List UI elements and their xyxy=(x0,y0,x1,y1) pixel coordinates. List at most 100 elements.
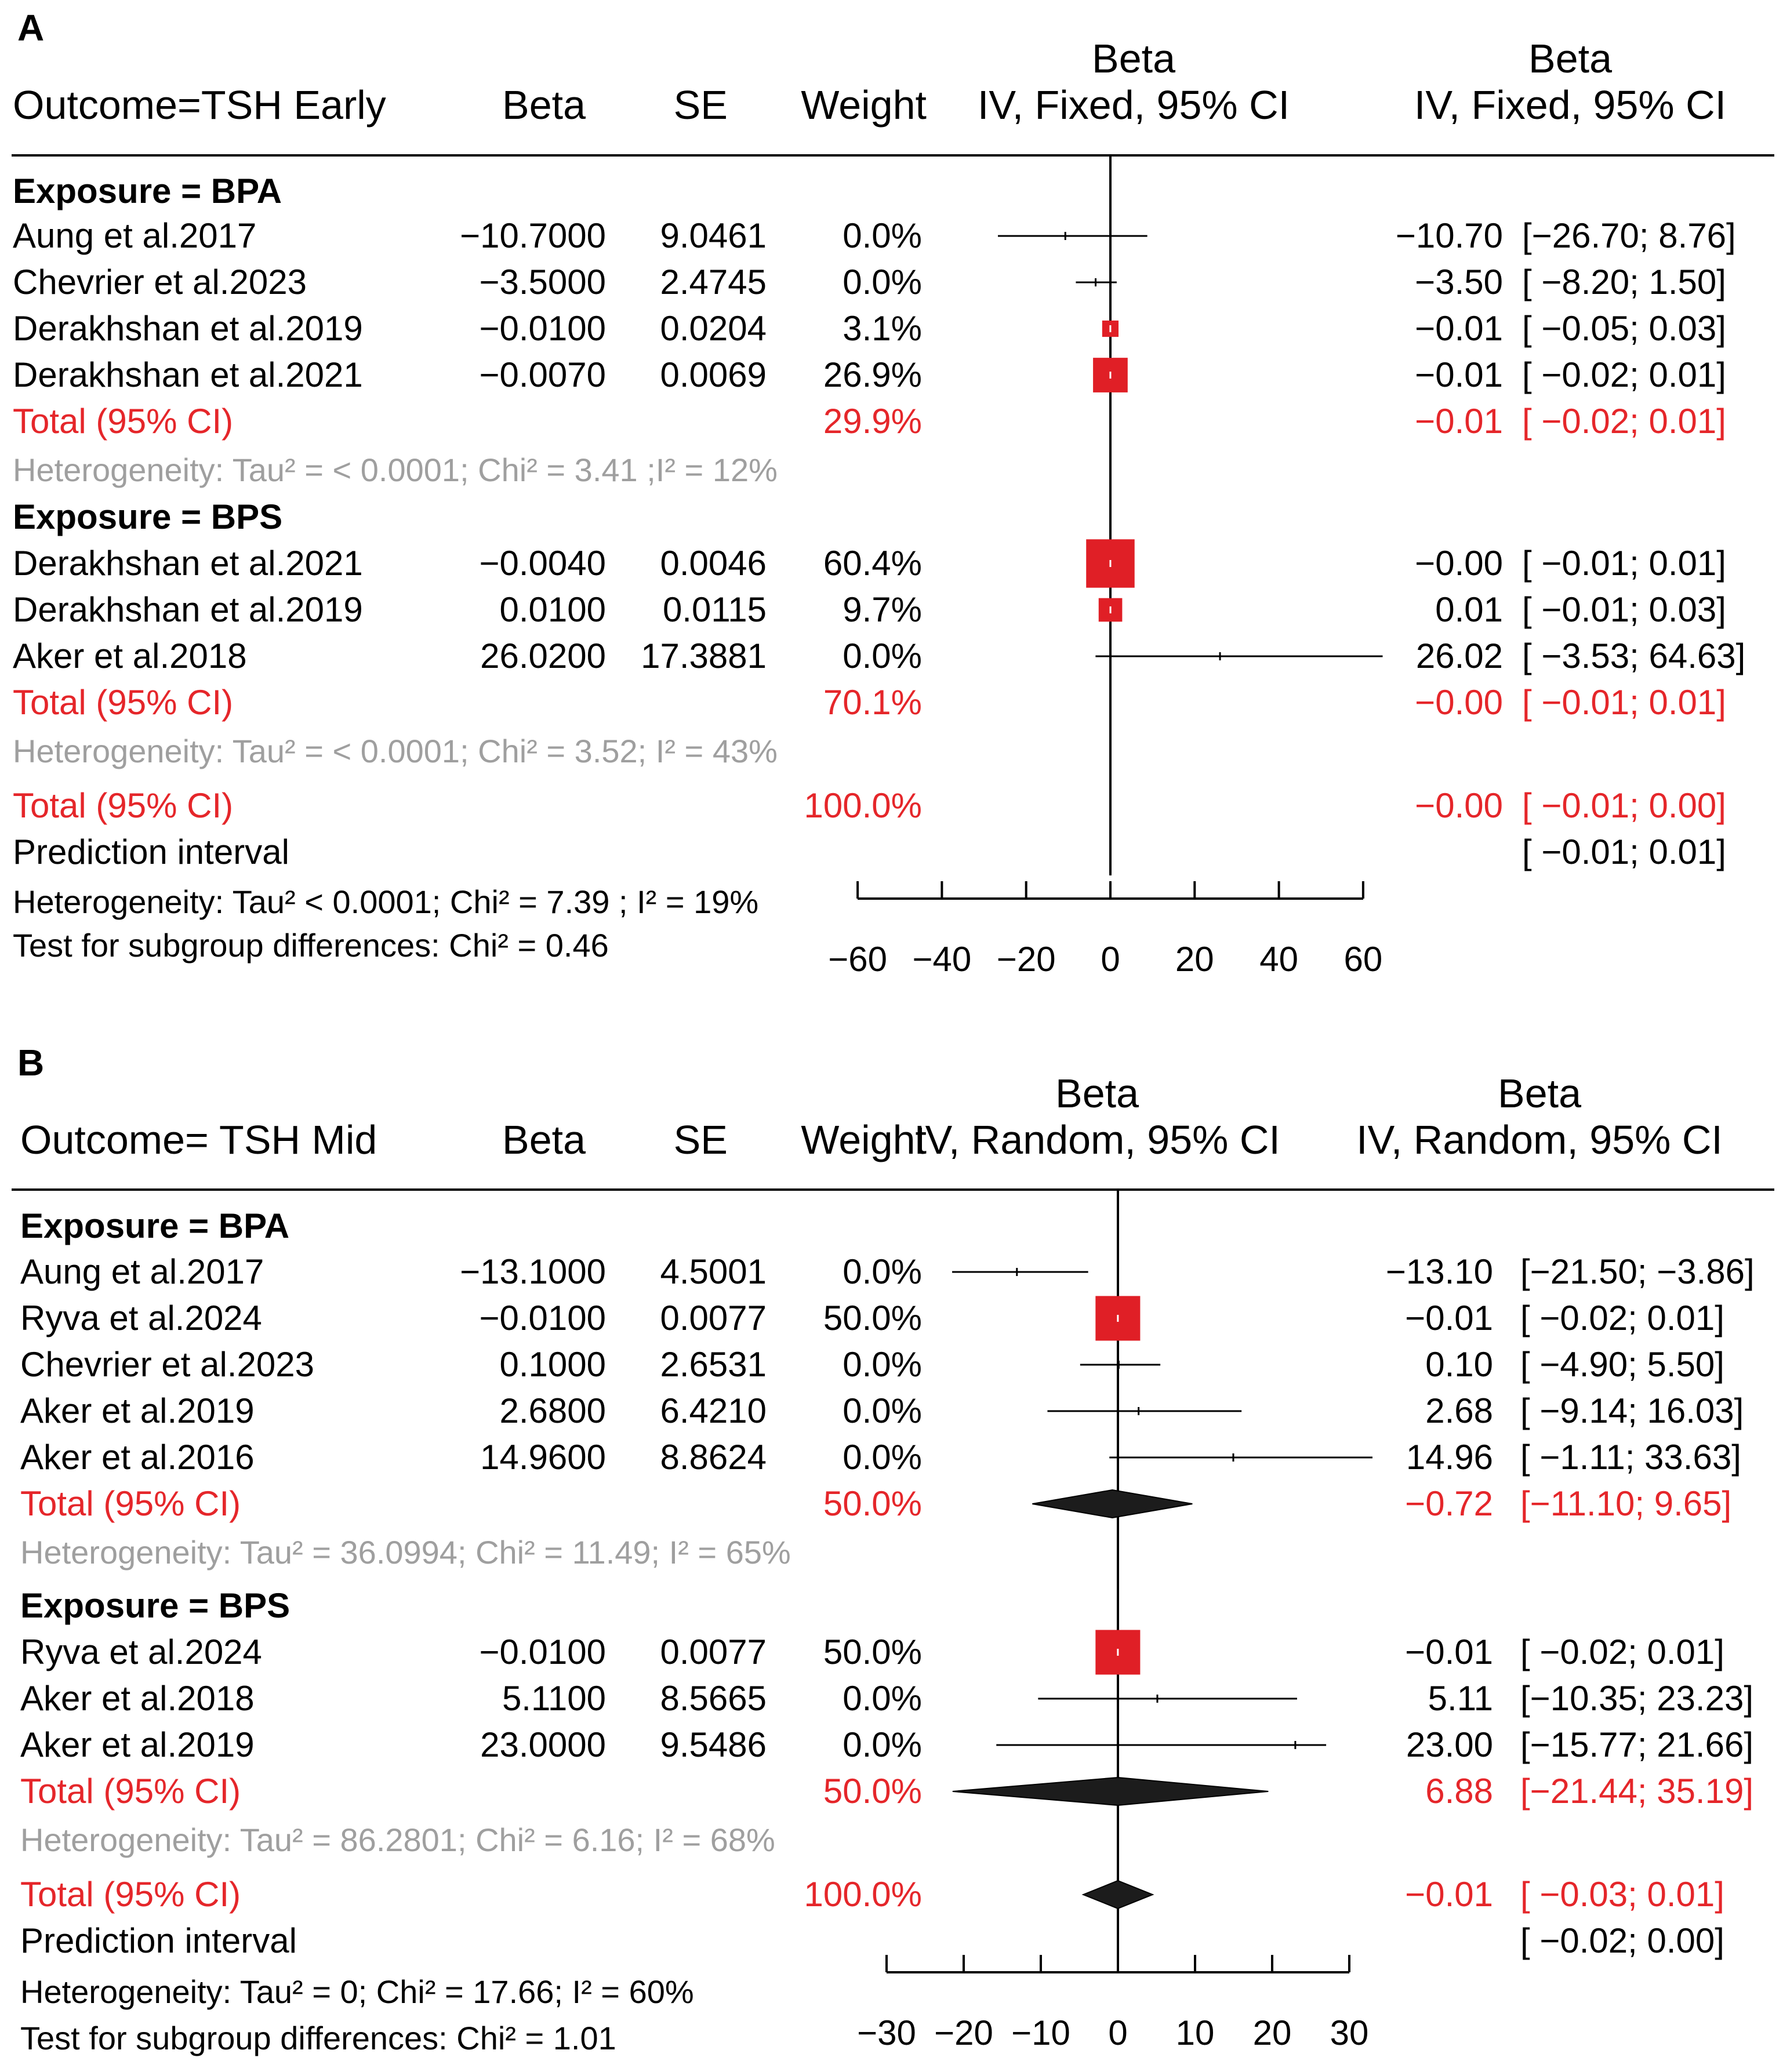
overall-total-ci-a: [ −0.01; 0.00] xyxy=(1522,786,1726,825)
study-estimate-study-1-0-b: −0.01 xyxy=(1405,1633,1493,1671)
header-ci-bottom-b: IV, Random, 95% CI xyxy=(1356,1117,1723,1162)
study-estimate-study-0-0-b: −13.10 xyxy=(1386,1252,1493,1291)
study-weight-study-0-1-b: 50.0% xyxy=(823,1299,922,1337)
study-name-study-0-3-a: Derakhshan et al.2021 xyxy=(13,355,363,394)
study-ci-study-0-1-b: [ −0.02; 0.01] xyxy=(1520,1299,1724,1337)
study-beta-study-1-1-b: 5.1100 xyxy=(502,1679,606,1718)
study-beta-study-0-2-a: −0.0100 xyxy=(479,309,606,348)
prediction-label-b: Prediction interval xyxy=(20,1921,297,1960)
study-ci-study-1-1-a: [ −0.01; 0.03] xyxy=(1522,590,1726,629)
footer-heterogeneity-b: Heterogeneity: Tau² = 0; Chi² = 17.66; I… xyxy=(20,1973,694,2010)
header-plot-bottom-b: IV, Random, 95% CI xyxy=(914,1117,1280,1162)
header-outcome-a: Outcome=TSH Early xyxy=(13,82,386,128)
header-weight-b: Weight xyxy=(801,1117,927,1162)
study-se-study-1-0-b: 0.0077 xyxy=(660,1633,767,1671)
header-se-a: SE xyxy=(674,82,728,128)
header-plot-top-b: Beta xyxy=(1055,1071,1139,1116)
study-weight-study-0-0-a: 0.0% xyxy=(843,216,922,255)
header-plot-top-a: Beta xyxy=(1092,36,1175,81)
subgroup-total-1-estimate-b: 6.88 xyxy=(1425,1772,1493,1811)
subgroup-total-0-estimate-b: −0.72 xyxy=(1405,1484,1493,1523)
study-weight-study-1-1-b: 0.0% xyxy=(843,1679,922,1718)
study-se-study-0-4-b: 8.8624 xyxy=(660,1438,767,1477)
x-tick-label-1-b: −20 xyxy=(934,2013,993,2052)
study-ci-study-1-2-a: [ −3.53; 64.63] xyxy=(1522,637,1745,675)
subgroup-total-0-weight-a: 29.9% xyxy=(823,402,922,441)
footer-heterogeneity-a: Heterogeneity: Tau² < 0.0001; Chi² = 7.3… xyxy=(13,884,758,920)
study-beta-study-1-0-b: −0.0100 xyxy=(479,1633,606,1671)
x-tick-label-2-a: −20 xyxy=(997,940,1056,979)
study-ci-study-0-0-a: [−26.70; 8.76] xyxy=(1522,216,1736,255)
study-name-study-1-0-a: Derakhshan et al.2021 xyxy=(13,544,363,583)
header-ci-top-b: Beta xyxy=(1498,1071,1581,1116)
study-se-study-1-2-b: 9.5486 xyxy=(660,1725,767,1764)
x-tick-label-3-b: 0 xyxy=(1108,2013,1127,2052)
x-tick-label-5-b: 20 xyxy=(1253,2013,1292,2052)
study-se-study-0-0-a: 9.0461 xyxy=(660,216,767,255)
study-weight-study-0-4-b: 0.0% xyxy=(843,1438,922,1477)
study-weight-study-0-0-b: 0.0% xyxy=(843,1252,922,1291)
study-name-study-0-0-a: Aung et al.2017 xyxy=(13,216,256,255)
study-beta-study-0-1-b: −0.0100 xyxy=(479,1299,606,1337)
x-tick-label-0-b: −30 xyxy=(857,2013,916,2052)
study-se-study-0-3-b: 6.4210 xyxy=(660,1391,767,1430)
study-weight-study-0-1-a: 0.0% xyxy=(843,263,922,301)
study-estimate-study-1-2-b: 23.00 xyxy=(1406,1725,1493,1764)
study-beta-study-0-1-a: −3.5000 xyxy=(479,263,606,301)
x-tick-label-3-a: 0 xyxy=(1101,940,1120,979)
subgroup-total-1-weight-b: 50.0% xyxy=(823,1772,922,1811)
subgroup-total-0-ci-a: [ −0.02; 0.01] xyxy=(1522,402,1726,441)
study-se-study-0-2-a: 0.0204 xyxy=(660,309,767,348)
subgroup-total-1-label-b: Total (95% CI) xyxy=(20,1772,241,1811)
x-tick-label-0-a: −60 xyxy=(828,940,887,979)
header-weight-a: Weight xyxy=(801,82,927,128)
study-se-study-0-3-a: 0.0069 xyxy=(660,355,767,394)
header-ci-top-a: Beta xyxy=(1528,36,1612,81)
study-beta-study-1-1-a: 0.0100 xyxy=(499,590,606,629)
subgroup-total-0-estimate-a: −0.01 xyxy=(1415,402,1503,441)
subgroup-total-1-estimate-a: −0.00 xyxy=(1415,683,1503,722)
header-beta-b: Beta xyxy=(502,1117,586,1162)
prediction-ci-b: [ −0.02; 0.00] xyxy=(1520,1921,1724,1960)
study-name-study-1-1-a: Derakhshan et al.2019 xyxy=(13,590,363,629)
x-tick-label-1-a: −40 xyxy=(913,940,972,979)
header-plot-bottom-a: IV, Fixed, 95% CI xyxy=(978,82,1290,128)
study-name-study-0-2-b: Chevrier et al.2023 xyxy=(20,1345,314,1384)
subgroup-total-0-label-a: Total (95% CI) xyxy=(13,402,233,441)
subgroup-total-0-label-b: Total (95% CI) xyxy=(20,1484,241,1523)
overall-total-weight-b: 100.0% xyxy=(804,1875,923,1914)
study-beta-study-1-2-b: 23.0000 xyxy=(480,1725,606,1764)
study-name-study-0-3-b: Aker et al.2019 xyxy=(20,1391,255,1430)
x-tick-label-4-a: 20 xyxy=(1175,940,1214,979)
study-estimate-study-1-1-a: 0.01 xyxy=(1435,590,1503,629)
study-weight-study-0-2-a: 3.1% xyxy=(843,309,922,348)
overall-total-label-a: Total (95% CI) xyxy=(13,786,233,825)
study-ci-study-0-0-b: [−21.50; −3.86] xyxy=(1520,1252,1755,1291)
study-beta-study-0-0-a: −10.7000 xyxy=(460,216,606,255)
study-estimate-study-1-2-a: 26.02 xyxy=(1416,637,1503,675)
study-estimate-study-1-0-a: −0.00 xyxy=(1415,544,1503,583)
study-se-study-1-1-b: 8.5665 xyxy=(660,1679,767,1718)
study-estimate-study-0-1-a: −3.50 xyxy=(1415,263,1503,301)
header-se-b: SE xyxy=(674,1117,728,1162)
study-ci-study-1-0-b: [ −0.02; 0.01] xyxy=(1520,1633,1724,1671)
x-tick-label-4-b: 10 xyxy=(1176,2013,1215,2052)
study-ci-study-0-3-b: [ −9.14; 16.03] xyxy=(1520,1391,1744,1430)
study-name-study-0-1-a: Chevrier et al.2023 xyxy=(13,263,307,301)
study-weight-study-0-3-b: 0.0% xyxy=(843,1391,922,1430)
study-name-study-1-2-b: Aker et al.2019 xyxy=(20,1725,255,1764)
exposure-title-1-a: Exposure = BPS xyxy=(13,497,282,536)
study-ci-study-0-1-a: [ −8.20; 1.50] xyxy=(1522,263,1726,301)
study-beta-study-0-2-b: 0.1000 xyxy=(499,1345,606,1384)
subgroup-total-0-weight-b: 50.0% xyxy=(823,1484,922,1523)
study-ci-study-0-2-a: [ −0.05; 0.03] xyxy=(1522,309,1726,348)
study-ci-study-0-3-a: [ −0.02; 0.01] xyxy=(1522,355,1726,394)
study-se-study-1-0-a: 0.0046 xyxy=(660,544,767,583)
subgroup-total-1-ci-b: [−21.44; 35.19] xyxy=(1520,1772,1753,1811)
x-tick-label-2-b: −10 xyxy=(1011,2013,1070,2052)
study-name-study-0-2-a: Derakhshan et al.2019 xyxy=(13,309,363,348)
header-beta-a: Beta xyxy=(502,82,586,128)
study-se-study-0-2-b: 2.6531 xyxy=(660,1345,767,1384)
study-estimate-study-1-1-b: 5.11 xyxy=(1428,1679,1493,1718)
